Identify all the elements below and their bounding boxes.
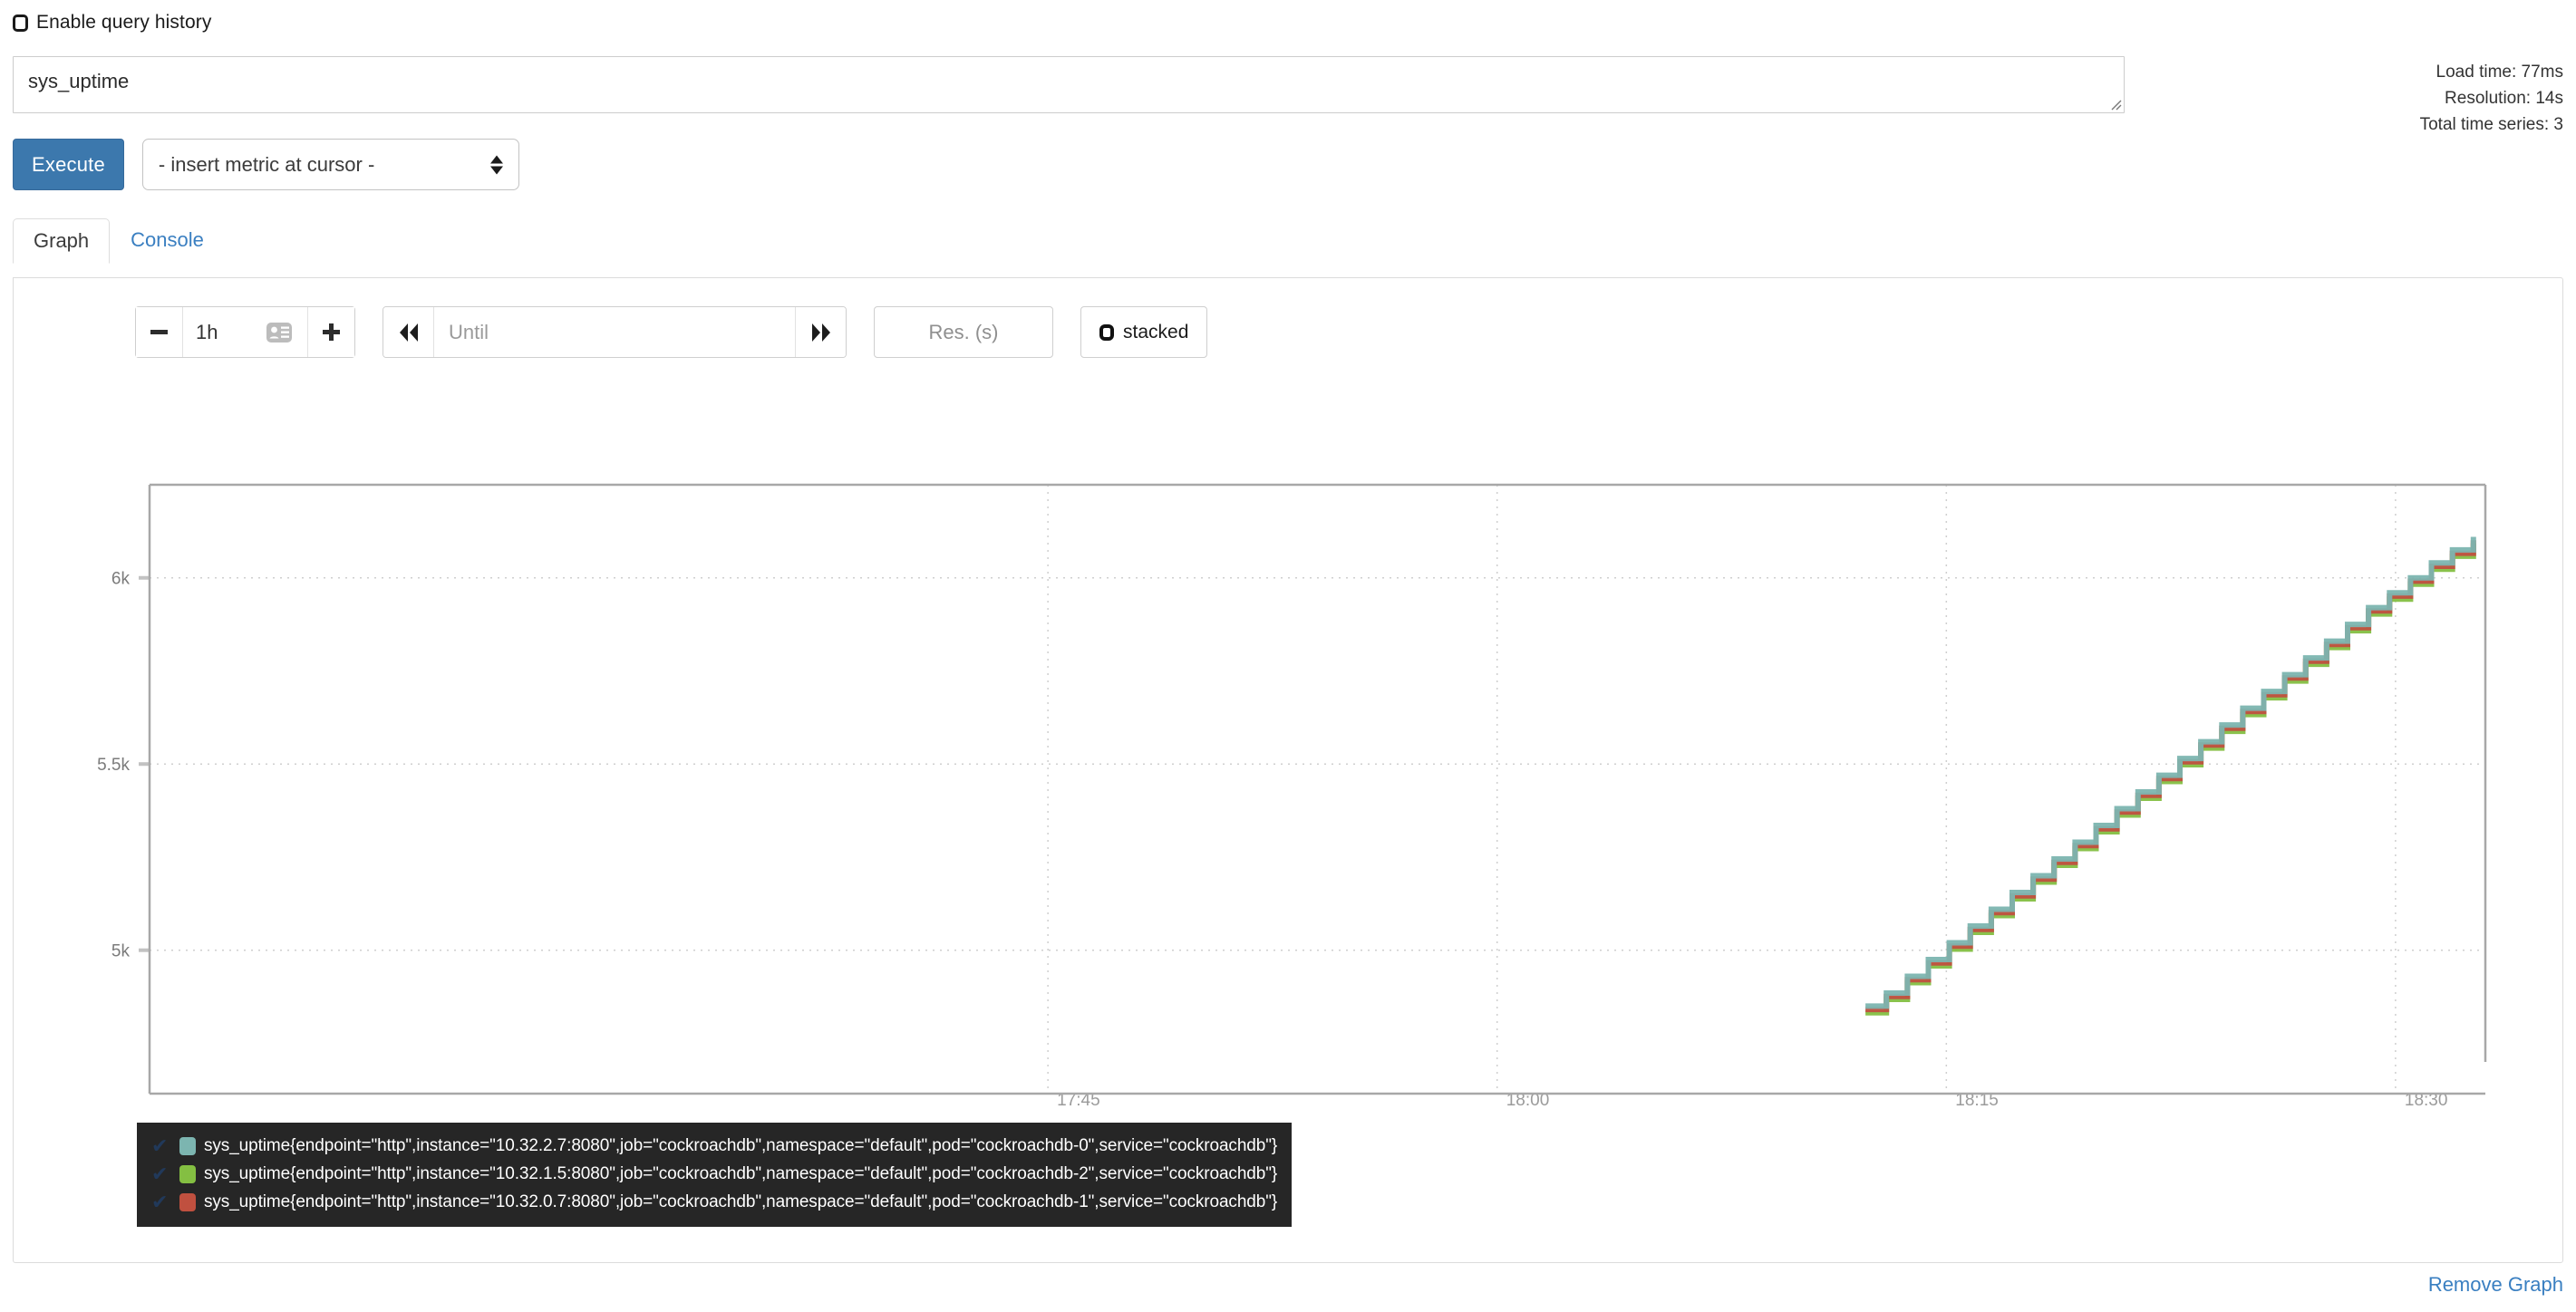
enable-query-history-row[interactable]: Enable query history <box>13 12 211 34</box>
total-time-series: Total time series: 3 <box>2419 114 2563 134</box>
until-control-group <box>383 306 847 358</box>
y-axis-tick-label: 5k <box>111 942 131 961</box>
y-axis-tick-label: 5.5k <box>97 756 130 775</box>
spinner-up-down-icon <box>489 155 503 174</box>
double-chevron-right-icon[interactable] <box>795 307 846 357</box>
stacked-toggle[interactable]: stacked <box>1080 306 1208 358</box>
view-tabs: Graph Console <box>13 217 225 264</box>
checkmark-icon[interactable]: ✔ <box>151 1162 169 1185</box>
range-input[interactable]: 1h <box>183 307 251 357</box>
legend-item-label: sys_uptime{endpoint="http",instance="10.… <box>204 1135 1278 1155</box>
legend-item-label: sys_uptime{endpoint="http",instance="10.… <box>204 1191 1278 1211</box>
remove-graph-link[interactable]: Remove Graph <box>2427 1273 2563 1296</box>
execute-row: Execute - insert metric at cursor - <box>13 139 519 190</box>
legend-item[interactable]: ✔ sys_uptime{endpoint="http",instance="10… <box>151 1132 1277 1160</box>
legend-item[interactable]: ✔ sys_uptime{endpoint="http",instance="10… <box>151 1188 1277 1216</box>
x-axis-tick-label: 17:45 <box>1057 1091 1100 1110</box>
checkbox-unchecked-icon[interactable] <box>13 14 28 32</box>
insert-metric-select-value: - insert metric at cursor - <box>158 152 375 176</box>
x-axis-tick-label: 18:15 <box>1955 1091 1999 1110</box>
tab-console[interactable]: Console <box>131 228 204 251</box>
minus-icon <box>150 330 168 334</box>
legend-color-swatch <box>179 1192 196 1211</box>
enable-query-history-label: Enable query history <box>36 12 212 33</box>
legend-item-label: sys_uptime{endpoint="http",instance="10.… <box>204 1163 1278 1183</box>
checkmark-icon[interactable]: ✔ <box>151 1190 169 1213</box>
x-axis-tick-label: 18:00 <box>1506 1091 1550 1110</box>
decrease-range-button[interactable] <box>136 307 183 357</box>
graph-legend: ✔ sys_uptime{endpoint="http",instance="10… <box>137 1123 1293 1227</box>
load-time: Load time: 77ms <box>2436 63 2563 82</box>
legend-color-swatch <box>179 1136 196 1155</box>
range-control-group: 1h <box>135 306 355 358</box>
execute-button[interactable]: Execute <box>13 139 124 190</box>
query-input-wrapper <box>13 56 2125 113</box>
resolution: Resolution: 14s <box>2445 88 2563 108</box>
x-axis-tick-label: 18:30 <box>2405 1091 2448 1110</box>
graph-plot-area[interactable]: 5k 5.5k 6k 17:45 18:00 18:15 18:30 <box>14 378 2564 1130</box>
graph-svg: 5k 5.5k 6k 17:45 18:00 18:15 18:30 <box>97 483 2487 1110</box>
time-range-picker-icon[interactable] <box>251 307 307 357</box>
resolution-input[interactable] <box>875 307 1052 357</box>
tab-graph[interactable]: Graph <box>13 218 111 264</box>
double-chevron-left-icon[interactable] <box>383 307 434 357</box>
legend-color-swatch <box>179 1164 196 1183</box>
series-line <box>1865 536 2476 1009</box>
query-expression-input[interactable] <box>13 56 2125 113</box>
query-stats: Load time: 77ms Resolution: 14s Total ti… <box>2420 60 2563 139</box>
until-input[interactable] <box>434 307 795 357</box>
resolution-input-wrapper <box>874 306 1053 358</box>
increase-range-button[interactable] <box>307 307 354 357</box>
plus-icon <box>323 323 340 341</box>
graph-toolbar: 1h <box>135 306 1208 358</box>
stacked-label: stacked <box>1123 321 1189 342</box>
time-range-picker-glyph <box>266 322 292 342</box>
insert-metric-select[interactable]: - insert metric at cursor - <box>141 139 519 190</box>
checkbox-unchecked-icon[interactable] <box>1099 323 1114 341</box>
y-axis-tick-label: 6k <box>111 570 131 589</box>
graph-panel: 1h <box>13 277 2563 1263</box>
checkmark-icon[interactable]: ✔ <box>151 1134 169 1157</box>
legend-item[interactable]: ✔ sys_uptime{endpoint="http",instance="10… <box>151 1160 1277 1188</box>
